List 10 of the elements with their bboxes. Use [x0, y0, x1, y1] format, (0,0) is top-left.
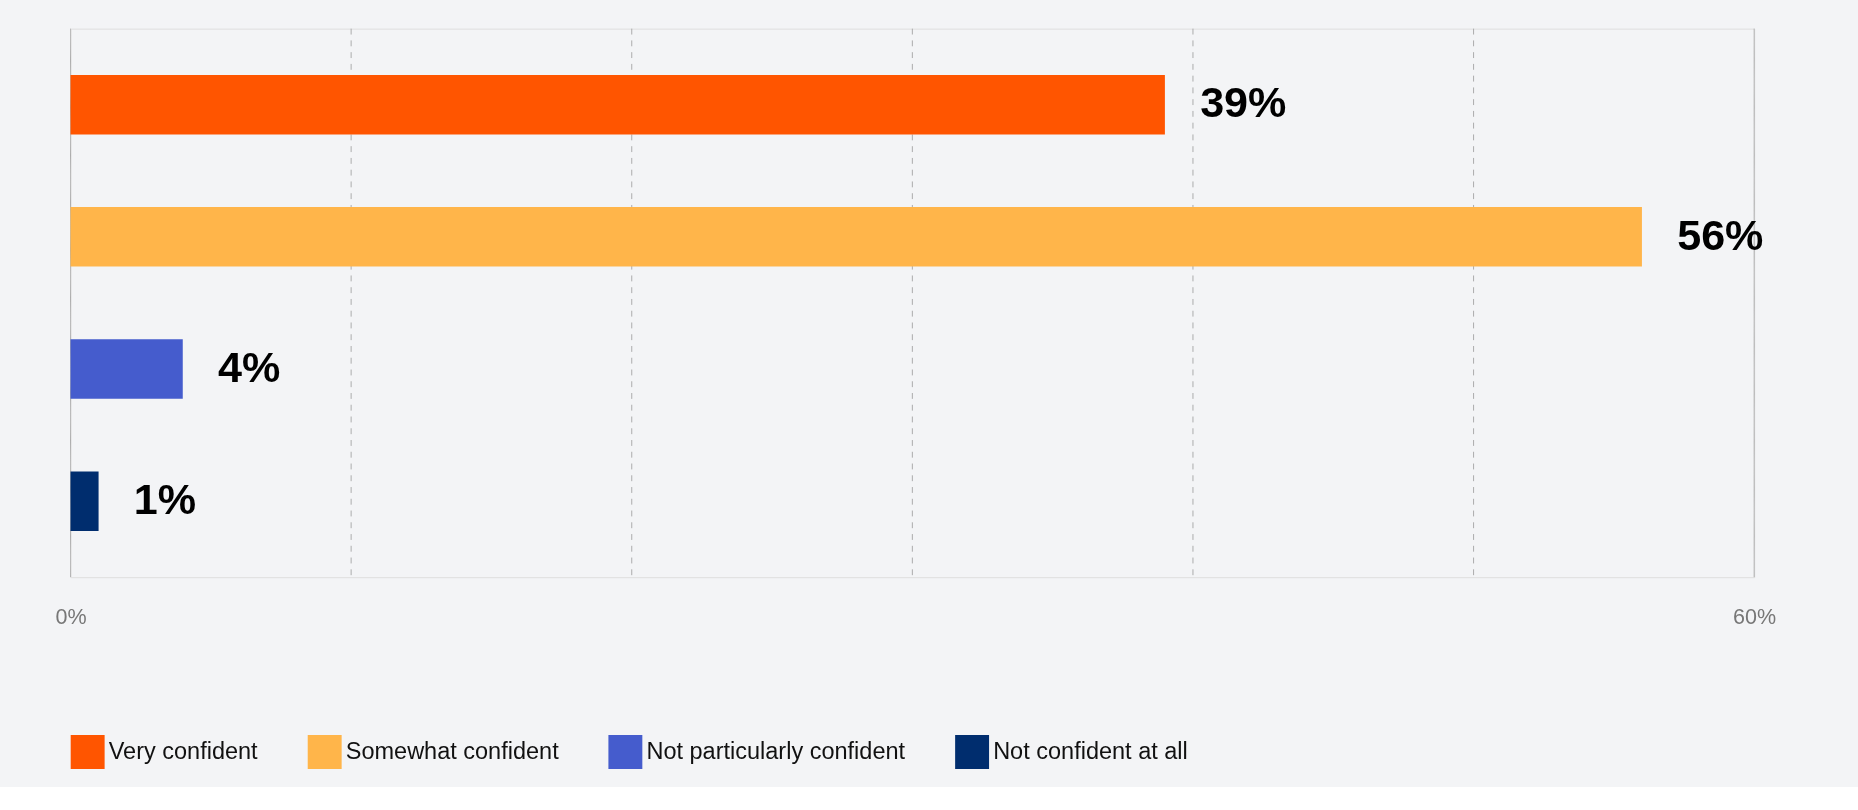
- legend-label: Not particularly confident: [646, 737, 906, 764]
- data-label: 1%: [133, 474, 197, 523]
- x-tick-label: 0%: [55, 604, 87, 629]
- legend-label: Very confident: [108, 737, 259, 764]
- data-label: 56%: [1677, 210, 1764, 259]
- legend-label: Not confident at all: [993, 737, 1188, 764]
- x-tick-label: 60%: [1733, 604, 1777, 629]
- legend-label: Somewhat confident: [345, 737, 560, 764]
- data-label: 4%: [218, 342, 281, 391]
- data-label: 39%: [1200, 78, 1287, 127]
